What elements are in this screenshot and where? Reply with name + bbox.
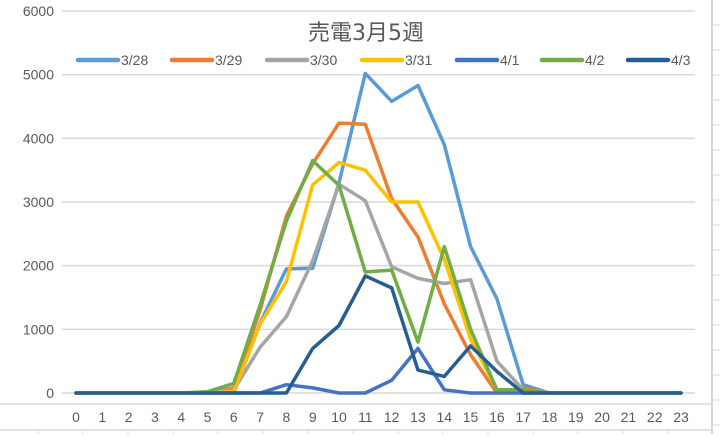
- x-tick-label: 11: [358, 409, 373, 425]
- x-tick-label: 20: [594, 409, 610, 425]
- x-tick-label: 12: [384, 409, 400, 425]
- x-axis-labels: 0 1 2 3 4 5 6 7 8 9 10 11 12 13 14 15 16 17 18 19 20 21 22 23: [72, 409, 689, 425]
- y-tick-label: 3000: [23, 194, 54, 210]
- x-tick-label: 4: [177, 409, 185, 425]
- x-tick-label: 19: [568, 409, 584, 425]
- x-tick-label: 18: [542, 409, 558, 425]
- legend-label: 4/3: [671, 52, 691, 68]
- x-tick-label: 8: [283, 409, 291, 425]
- x-tick-label: 9: [309, 409, 317, 425]
- y-tick-label: 5000: [23, 67, 54, 83]
- x-tick-label: 23: [673, 409, 689, 425]
- x-tick-label: 15: [463, 409, 479, 425]
- spreadsheet-row-gridlines: [712, 24, 720, 426]
- legend-item-3-31[interactable]: 3/31: [359, 52, 432, 68]
- y-tick-label: 4000: [23, 130, 54, 146]
- x-tick-label: 17: [515, 409, 531, 425]
- chart-legend: 3/28 3/29 3/30 3/31 4/1 4/2 4/3: [75, 52, 691, 68]
- legend-label: 3/31: [405, 52, 432, 68]
- legend-label: 3/30: [310, 52, 337, 68]
- y-tick-label: 2000: [23, 258, 54, 274]
- legend-item-3-28[interactable]: 3/28: [75, 52, 148, 68]
- x-tick-label: 13: [410, 409, 426, 425]
- x-tick-label: 21: [621, 409, 637, 425]
- x-tick-label: 1: [98, 409, 106, 425]
- x-tick-label: 3: [151, 409, 159, 425]
- legend-item-4-3[interactable]: 4/3: [625, 52, 691, 68]
- legend-item-4-1[interactable]: 4/1: [454, 52, 520, 68]
- y-tick-label: 1000: [23, 321, 54, 337]
- series-line-4-3[interactable]: [74, 274, 683, 395]
- x-tick-label: 2: [125, 409, 133, 425]
- x-tick-label: 6: [230, 409, 238, 425]
- x-tick-label: 5: [204, 409, 212, 425]
- data-series: [74, 71, 683, 395]
- y-tick-label: 6000: [23, 3, 54, 19]
- x-tick-label: 14: [436, 409, 452, 425]
- y-axis-labels: 0 1000 2000 3000 4000 5000 6000: [23, 3, 54, 401]
- x-tick-label: 22: [647, 409, 663, 425]
- legend-label: 3/28: [121, 52, 148, 68]
- x-tick-label: 7: [256, 409, 264, 425]
- chart-title: 売電3月5週: [308, 21, 424, 46]
- x-tick-label: 16: [489, 409, 505, 425]
- y-tick-label: 0: [46, 385, 54, 401]
- legend-label: 4/2: [585, 52, 605, 68]
- legend-label: 3/29: [215, 52, 242, 68]
- x-tick-label: 0: [72, 409, 80, 425]
- legend-item-3-30[interactable]: 3/30: [264, 52, 337, 68]
- legend-item-3-29[interactable]: 3/29: [169, 52, 242, 68]
- legend-item-4-2[interactable]: 4/2: [539, 52, 605, 68]
- x-tick-label: 10: [331, 409, 347, 425]
- spreadsheet-cell-gridlines: [37, 430, 669, 434]
- legend-label: 4/1: [500, 52, 520, 68]
